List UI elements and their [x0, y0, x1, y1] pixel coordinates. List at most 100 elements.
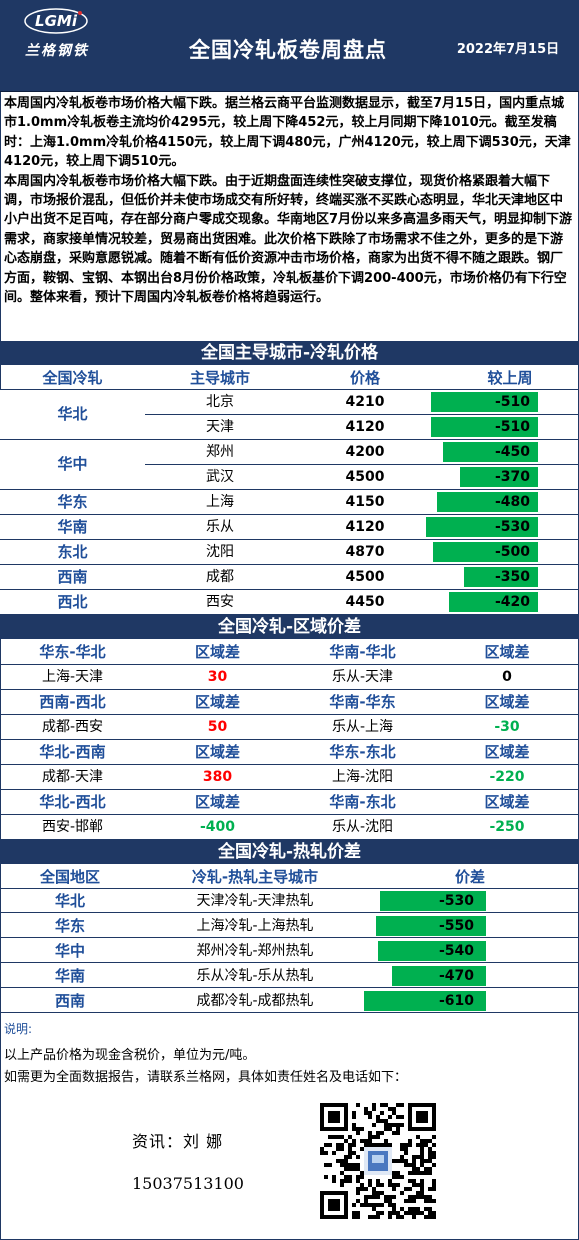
section-title-city-prices: 全国主导城市-冷轧价格 [0, 341, 579, 365]
region-label: 华东 [54, 917, 85, 935]
change-value: -510 [494, 419, 530, 435]
qr-code-icon[interactable] [320, 1103, 436, 1219]
price-value: 4150 [345, 494, 385, 510]
region-pair-heading: 华北-西南 [39, 743, 106, 761]
price-value: 4450 [345, 594, 385, 610]
city-pair: 成都-西安 [41, 719, 104, 735]
diff-cell: -530 [358, 891, 486, 911]
change-cell: -420 [420, 592, 538, 612]
page-title: 全国冷轧板卷周盘点 [189, 38, 387, 62]
table-row: 上海 4150 -480 [0, 490, 579, 515]
intro-paragraph-1: 本周国内冷轧板卷市场价格大幅下跌。据兰格云商平台监测数据显示，截至7月15日，国… [4, 96, 571, 170]
table-row: 华东 上海冷轧-上海热轧 -550 [0, 914, 579, 938]
table-row: 华北 天津冷轧-天津热轧 -530 [0, 889, 579, 913]
section-title-regional-spread: 全国冷轧-区域价差 [0, 615, 579, 639]
table-row: 西安 4450 -420 [0, 590, 579, 615]
city-prices-header-row: 全国冷轧 主导城市 价格 较上周 [0, 366, 579, 390]
change-bar [460, 467, 538, 487]
region-label: 华南 [0, 515, 145, 540]
region-pair-heading: 西南-西北 [39, 693, 106, 711]
region-pair-heading: 华北-西北 [39, 793, 106, 811]
change-cell: -350 [420, 567, 538, 587]
lange-logo: LGMi 兰格钢铁 [14, 8, 100, 70]
change-cell: -480 [420, 492, 538, 512]
table-row: 成都 4500 -350 [0, 565, 579, 590]
spread-heading: 区域差 [484, 643, 530, 661]
city-pair: 成都-天津 [41, 769, 104, 785]
price-value: 4210 [345, 394, 385, 410]
spread-value: -400 [199, 819, 236, 835]
table-row: 沈阳 4870 -500 [0, 540, 579, 565]
report-date: 2022年7月15日 [456, 42, 560, 57]
spread-heading: 区域差 [194, 793, 240, 811]
spread-value: 380 [202, 769, 233, 785]
spread-heading: 区域差 [194, 693, 240, 711]
city-pair: 乐从-上海 [331, 719, 394, 735]
city-pair: 上海-沈阳 [331, 769, 394, 785]
city-name: 乐从 [206, 519, 234, 535]
notes-line-1: 以上产品价格为现金含税价，单位为元/吨。 [4, 1048, 256, 1063]
city-name: 西安 [206, 594, 234, 610]
col-header-change: 较上周 [487, 369, 533, 387]
logo-mark-icon: LGMi [24, 8, 88, 34]
row-divider [0, 764, 579, 765]
table-row: 郑州 4200 -450 [0, 440, 579, 465]
col-header-diff: 价差 [454, 868, 485, 886]
change-cell: -370 [420, 467, 538, 487]
change-value: -510 [494, 394, 530, 410]
change-bar [433, 542, 538, 562]
spread-value: 0 [502, 669, 512, 685]
row-divider [0, 689, 579, 690]
col-header-price: 价格 [349, 369, 380, 387]
region-label: 华东 [0, 490, 145, 515]
spread-heading: 区域差 [484, 693, 530, 711]
city-pair: 成都冷轧-成都热轧 [196, 993, 314, 1009]
row-divider [0, 714, 579, 715]
city-name: 成都 [206, 569, 234, 585]
diff-cell: -550 [358, 916, 486, 936]
logo-subtitle: 兰格钢铁 [25, 43, 89, 59]
price-value: 4500 [345, 469, 385, 485]
row-divider [0, 664, 579, 665]
region-label: 华中 [0, 440, 145, 490]
price-value: 4120 [345, 419, 385, 435]
table-row: 乐从 4120 -530 [0, 515, 579, 540]
city-pair: 乐从冷轧-乐从热轧 [196, 968, 314, 984]
region-label: 西南 [54, 992, 85, 1010]
change-bar [431, 417, 538, 437]
change-cell: -500 [420, 542, 538, 562]
diff-bar [392, 966, 486, 986]
region-pair-heading: 华南-华东 [329, 693, 396, 711]
table-row: 华中 郑州冷轧-郑州热轧 -540 [0, 939, 579, 963]
col-header-city: 主导城市 [189, 369, 250, 387]
city-pair: 上海-天津 [41, 669, 104, 685]
city-name: 武汉 [206, 469, 234, 485]
price-value: 4200 [345, 444, 385, 460]
change-bar [443, 442, 538, 462]
region-pair-heading: 华东-东北 [329, 743, 396, 761]
change-cell: -450 [420, 442, 538, 462]
change-value: -350 [494, 569, 530, 585]
contact-phone: 15037513100 [132, 1174, 244, 1193]
notes-label: 说明: [4, 1022, 33, 1036]
change-value: -420 [494, 594, 530, 610]
spread-value: -250 [489, 819, 525, 835]
city-name: 天津 [206, 419, 234, 435]
col-header-pair: 冷轧-热轧主导城市 [191, 868, 319, 886]
change-value: -480 [494, 494, 530, 510]
diff-bar [378, 941, 486, 961]
cold-hot-header-row: 全国地区 冷轧-热轧主导城市 价差 [0, 865, 579, 889]
spread-heading: 区域差 [484, 793, 530, 811]
spread-heading: 区域差 [194, 743, 240, 761]
change-value: -370 [494, 469, 530, 485]
contact-name: 资讯：刘 娜 [132, 1132, 224, 1151]
section-title-cold-hot-spread: 全国冷轧-热轧价差 [0, 840, 579, 864]
diff-cell: -610 [358, 991, 486, 1011]
notes-line-2: 如需更为全面数据报告，请联系兰格网，具体如责任姓名及电话如下： [4, 1070, 408, 1085]
change-bar [426, 517, 538, 537]
change-value: -500 [494, 544, 530, 560]
diff-value: -550 [438, 918, 474, 934]
city-name: 郑州 [206, 444, 234, 460]
col-header-region: 全国冷轧 [42, 369, 103, 387]
region-pair-heading: 华南-华北 [329, 643, 396, 661]
